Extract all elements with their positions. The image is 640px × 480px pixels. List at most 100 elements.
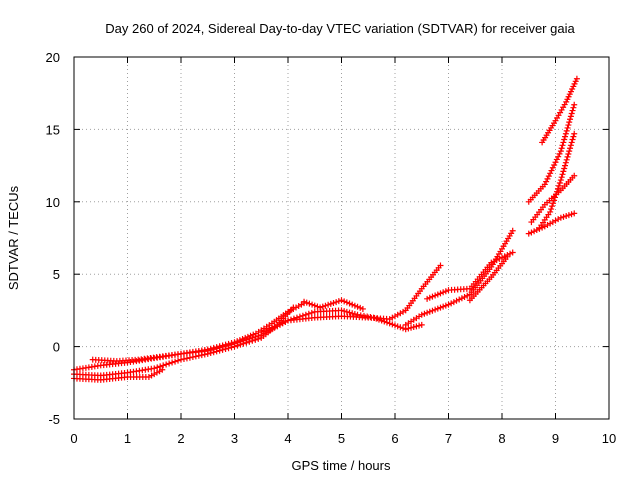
data-point (180, 355, 187, 362)
data-point (293, 314, 300, 321)
data-point (271, 323, 278, 330)
data-point (567, 113, 574, 120)
y-tick-label: 0 (53, 340, 60, 355)
data-point (573, 75, 580, 82)
data-point (550, 200, 557, 207)
data-point (528, 229, 535, 236)
series-track-4 (71, 304, 297, 379)
data-point (279, 319, 286, 326)
data-point (429, 293, 436, 300)
data-point (568, 211, 575, 218)
data-point (260, 327, 267, 334)
data-point (547, 170, 554, 177)
data-point (322, 302, 329, 309)
data-point (159, 366, 166, 373)
data-point (222, 346, 229, 353)
data-point (285, 317, 291, 324)
data-point (566, 148, 573, 155)
data-point (343, 308, 350, 315)
data-point (567, 142, 574, 149)
series-track-6 (301, 297, 366, 312)
x-axis-label: GPS time / hours (292, 458, 391, 473)
data-point (556, 179, 563, 186)
data-point (453, 297, 460, 304)
data-point (413, 323, 420, 330)
data-point (244, 333, 251, 340)
data-point (555, 182, 562, 189)
data-point (553, 188, 560, 195)
data-point (296, 313, 303, 320)
data-point (547, 208, 554, 215)
data-point (351, 302, 358, 309)
data-point (299, 312, 306, 319)
data-point (157, 363, 164, 370)
data-point (330, 299, 337, 306)
data-point (564, 124, 571, 131)
x-tick-label: 1 (124, 431, 131, 446)
data-point (311, 302, 318, 309)
data-point (565, 151, 572, 158)
data-point (249, 337, 256, 344)
data-point (569, 107, 576, 114)
data-point (303, 299, 310, 306)
series-track-7 (402, 227, 516, 328)
data-point (440, 303, 447, 310)
data-point (525, 230, 532, 237)
data-point (429, 307, 436, 314)
x-tick-label: 6 (391, 431, 398, 446)
series-track-3 (89, 300, 308, 365)
data-point (450, 299, 457, 306)
x-tick-label: 8 (498, 431, 505, 446)
data-point (333, 299, 340, 306)
data-point (160, 362, 167, 369)
data-point (561, 165, 568, 172)
data-point (509, 249, 516, 256)
data-point (418, 311, 425, 318)
data-point (247, 332, 254, 339)
data-point (290, 315, 297, 322)
series-track-11 (525, 210, 578, 237)
data-point (410, 324, 417, 331)
data-point (545, 173, 552, 180)
data-point (456, 296, 463, 303)
data-point (424, 295, 431, 302)
data-point (302, 311, 309, 318)
data-point (378, 317, 385, 324)
data-point (201, 351, 208, 358)
data-point (562, 133, 569, 140)
data-point (564, 153, 571, 160)
data-point (341, 308, 348, 315)
data-point (198, 352, 205, 359)
data-point (252, 336, 259, 343)
data-point (282, 318, 289, 325)
data-point (258, 329, 265, 336)
data-point (351, 311, 358, 318)
y-tick-label: 5 (53, 267, 60, 282)
data-point (563, 156, 570, 163)
data-point (219, 346, 226, 353)
data-point (354, 303, 361, 310)
data-point (346, 309, 353, 316)
data-point (359, 305, 366, 312)
data-point (301, 298, 308, 305)
x-tick-label: 10 (602, 431, 616, 446)
data-point (504, 253, 511, 260)
data-point (314, 303, 321, 310)
data-point (263, 326, 270, 333)
data-point (192, 353, 199, 360)
data-point (408, 324, 415, 331)
data-point (317, 304, 324, 311)
data-point (507, 250, 514, 257)
data-point (255, 335, 262, 342)
data-point (552, 191, 559, 198)
data-point (567, 145, 574, 152)
series-track-12 (528, 172, 578, 226)
y-tick-label: -5 (48, 412, 60, 427)
data-point (496, 255, 503, 262)
data-point (343, 299, 350, 306)
series-track-9 (466, 253, 511, 304)
data-point (228, 344, 235, 351)
data-point (571, 172, 578, 179)
data-point (169, 359, 176, 366)
data-point (561, 136, 568, 143)
